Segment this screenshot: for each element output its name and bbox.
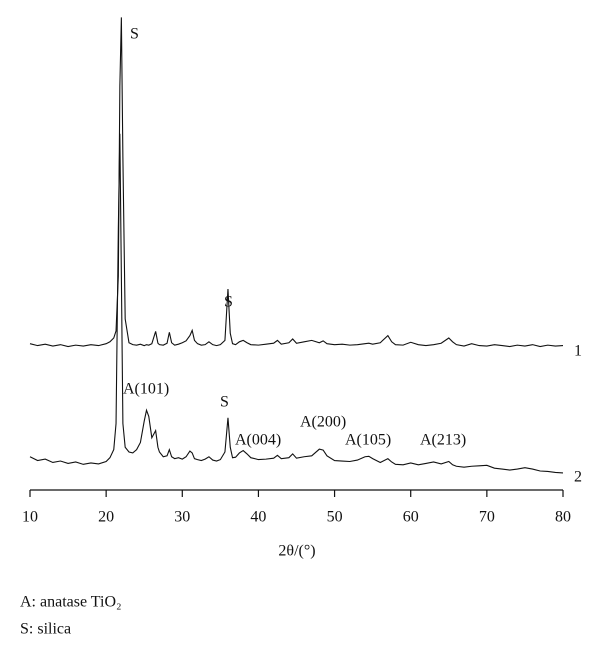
annotation: A(200) <box>300 414 346 431</box>
x-tick-label: 80 <box>555 509 571 526</box>
x-tick-label: 50 <box>327 509 343 526</box>
x-tick-label: 10 <box>22 509 38 526</box>
annotation: S <box>130 26 139 43</box>
x-tick-label: 20 <box>98 509 114 526</box>
note: S: silica <box>20 621 71 638</box>
x-tick-label: 70 <box>479 509 495 526</box>
annotation: A(101) <box>123 381 169 398</box>
annotation: S <box>220 394 229 411</box>
annotation: A(213) <box>420 432 466 449</box>
series-label: 1 <box>574 343 582 360</box>
note: A: anatase TiO₂ <box>20 594 122 611</box>
x-tick-label: 40 <box>250 509 266 526</box>
annotation: A(004) <box>235 432 281 449</box>
x-axis-label: 2θ/(°) <box>278 543 315 560</box>
series-line <box>29 133 564 474</box>
x-tick-label: 30 <box>174 509 190 526</box>
annotation: A(105) <box>345 432 391 449</box>
x-tick-label: 60 <box>403 509 419 526</box>
annotation: S <box>224 294 233 311</box>
series-line <box>29 17 564 348</box>
series-label: 2 <box>574 469 582 486</box>
